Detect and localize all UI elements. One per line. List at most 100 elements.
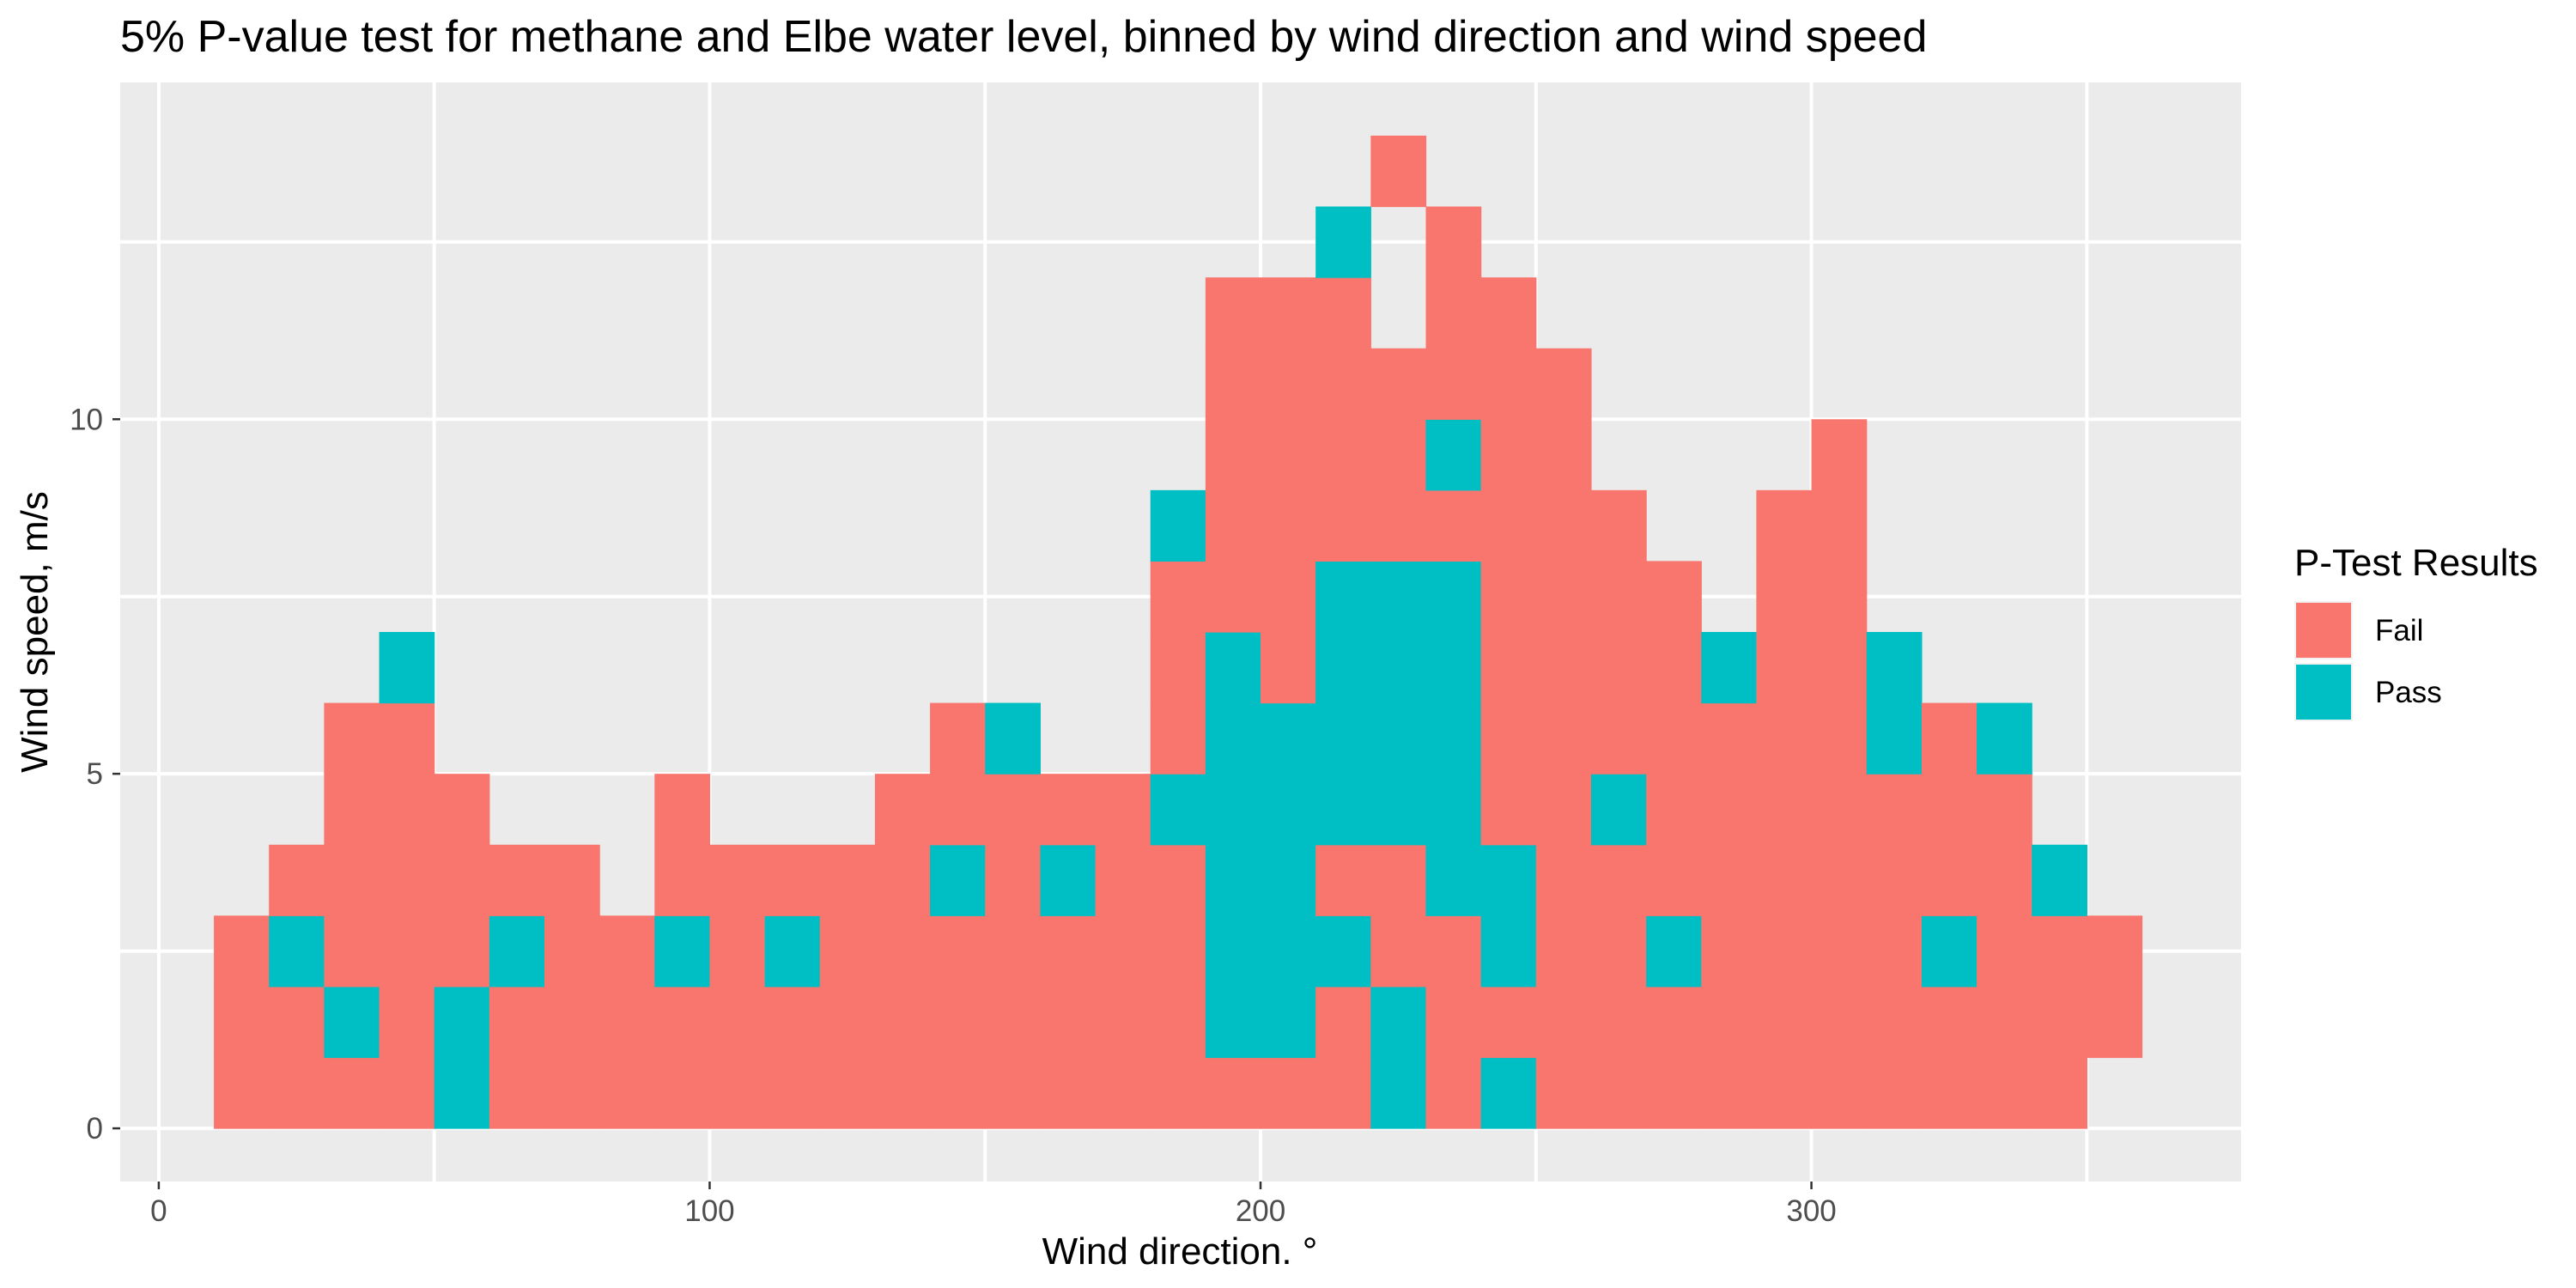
tile-fail [1425,277,1482,349]
tile-fail [985,1057,1042,1129]
tile-fail [1205,419,1261,491]
tile-fail [1040,774,1097,846]
tile-fail [709,1057,766,1129]
tile-fail [1535,348,1592,420]
tile-fail [1480,986,1537,1059]
y-tick-label: 0 [87,1112,103,1145]
tile-fail [1425,1057,1482,1129]
tile-fail [1315,348,1371,420]
tile-fail [1480,419,1537,491]
tile-fail [1261,489,1316,562]
tile-fail [1646,1057,1702,1129]
tile-fail [599,986,655,1059]
tile-fail [1756,702,1813,775]
legend-swatch-fail [2296,603,2351,658]
tile-fail [434,844,490,916]
tile-fail [379,774,435,846]
tile-fail [379,844,435,916]
tile-fail [1535,1057,1592,1129]
tile-fail [1590,915,1647,987]
tile-fail [1315,986,1371,1059]
tile-fail [324,1057,380,1129]
legend-label-pass: Pass [2375,676,2442,709]
tile-fail [1425,348,1482,420]
tile-fail [709,915,766,987]
tile-pass [1315,561,1371,633]
tile-fail [819,915,876,987]
y-axis-title: Wind speed, m/s [14,491,56,773]
tile-fail [379,1057,435,1129]
tile-fail [1205,1057,1261,1129]
tile-pass [1590,774,1647,846]
x-axis: 0 100 200 300 [150,1182,1837,1228]
tile-fail [379,986,435,1059]
tile-fail [1921,1057,1978,1129]
tile-pass [1261,915,1316,987]
tile-pass [1425,774,1482,846]
tile-pass [2032,844,2087,916]
tile-pass [1866,632,1923,704]
tile-pass [1370,561,1427,633]
tile-pass [1040,844,1097,916]
tile-fail [214,986,270,1059]
tile-fail [1315,419,1371,491]
tile-pass [269,915,325,987]
tile-fail [434,915,490,987]
x-tick-label: 0 [150,1194,167,1228]
tile-fail [1756,844,1813,916]
tile-fail [1756,489,1813,562]
tile-fail [1205,277,1261,349]
tile-pass [1370,774,1427,846]
tile-fail [764,986,821,1059]
tile-fail [930,915,986,987]
tile-pass [1261,702,1316,775]
tile-fail [1261,419,1316,491]
tile-fail [1701,702,1758,775]
tile-fail [1701,844,1758,916]
tile-fail [1590,986,1647,1059]
tile-fail [764,1057,821,1129]
tile-fail [654,986,711,1059]
tile-fail [1150,844,1206,916]
tile-fail [930,702,986,775]
tile-pass [379,632,435,704]
tile-fail [2087,986,2143,1059]
tile-fail [324,915,380,987]
tile-pass [1205,986,1261,1059]
tile-fail [1756,632,1813,704]
tile-fail [1646,774,1702,846]
tile-fail [1261,277,1316,349]
tile-fail [1535,419,1592,491]
legend: P-Test Results Fail Pass [2294,542,2538,721]
tile-pass [1261,986,1316,1059]
tile-pass [654,915,711,987]
chart-title: 5% P-value test for methane and Elbe wat… [120,12,1927,62]
tile-fail [1756,986,1813,1059]
tile-fail [324,844,380,916]
tile-pass [1370,702,1427,775]
tile-fail [1811,844,1868,916]
tile-fail [1590,632,1647,704]
tile-fail [1590,1057,1647,1129]
tile-fail [2032,915,2087,987]
tile-pass [1646,915,1702,987]
tile-fail [1205,561,1261,633]
tile-fail [1701,1057,1758,1129]
tile-pass [1425,419,1482,491]
tile-fail [1480,277,1537,349]
tile-pass [1205,702,1261,775]
tile-fail [1315,844,1371,916]
tile-fail [1535,915,1592,987]
tile-fail [544,986,600,1059]
tile-fail [819,844,876,916]
tile-fail [269,1057,325,1129]
tile-fail [1150,986,1206,1059]
tile-fail [1150,632,1206,704]
tile-pass [1370,1057,1427,1129]
x-axis-title: Wind direction. ° [1042,1230,1318,1273]
tile-fail [1535,986,1592,1059]
tile-fail [1480,774,1537,846]
tile-pass [434,986,490,1059]
tile-fail [379,702,435,775]
tile-pass [1205,915,1261,987]
